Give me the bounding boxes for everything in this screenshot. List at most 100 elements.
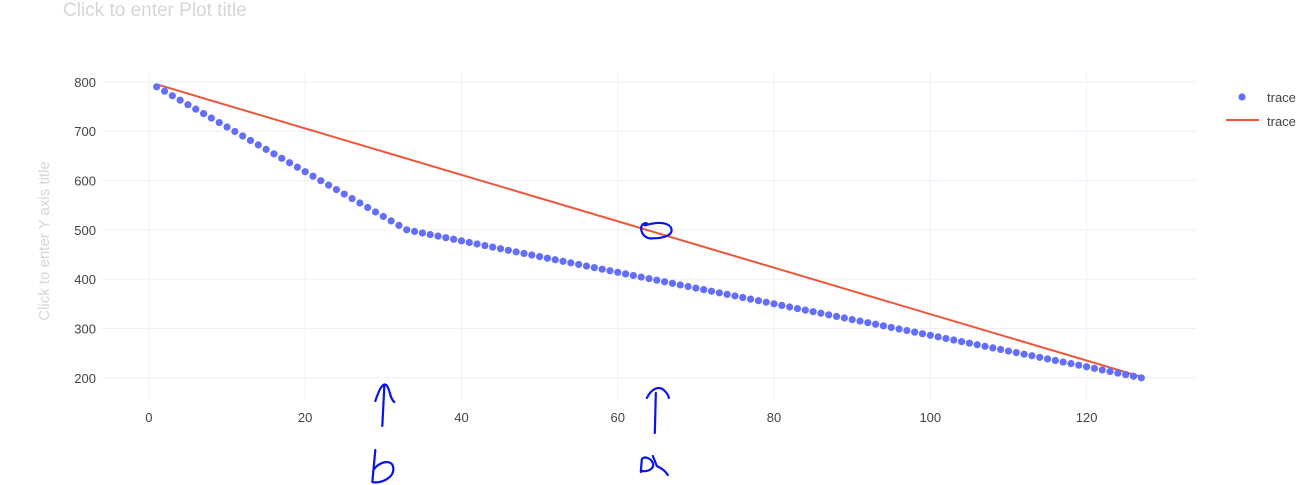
scatter-point bbox=[700, 286, 708, 294]
scatter-point bbox=[1090, 364, 1099, 372]
scatter-point bbox=[934, 333, 942, 341]
scatter-point bbox=[254, 141, 262, 149]
scatter-point bbox=[1137, 374, 1145, 382]
scatter-point bbox=[551, 256, 559, 264]
legend-item-markers[interactable]: trace bbox=[1238, 90, 1296, 105]
scatter-point bbox=[528, 251, 536, 259]
scatter-point bbox=[160, 87, 169, 95]
scatter-point bbox=[1098, 366, 1106, 374]
legend-item-line[interactable]: trace bbox=[1226, 114, 1296, 129]
scatter-point bbox=[1020, 350, 1028, 358]
scatter-point bbox=[364, 203, 372, 212]
scatter-point bbox=[199, 110, 208, 118]
scatter-point bbox=[239, 132, 247, 140]
scatter-point bbox=[270, 150, 278, 158]
scatter-point bbox=[309, 172, 317, 180]
scatter-point bbox=[918, 330, 927, 338]
scatter-point bbox=[1028, 352, 1036, 360]
scatter-point bbox=[1122, 371, 1130, 379]
scatter-point bbox=[981, 342, 989, 350]
annotation-letter-b bbox=[371, 448, 395, 484]
scatter-point bbox=[340, 190, 348, 198]
y-tick-label: 700 bbox=[74, 124, 96, 139]
scatter-point bbox=[942, 334, 950, 343]
scatter-point bbox=[473, 240, 481, 248]
annotation-arrow-b bbox=[374, 383, 396, 428]
scatter-point bbox=[895, 325, 903, 333]
scatter-point bbox=[629, 271, 637, 280]
scatter-point bbox=[879, 322, 888, 330]
legend: trace trace bbox=[1226, 90, 1296, 129]
scatter-point bbox=[371, 208, 380, 216]
line-series bbox=[156, 83, 1142, 378]
scatter-point bbox=[723, 290, 731, 298]
scatter-point bbox=[176, 96, 184, 104]
scatter-point bbox=[481, 241, 489, 250]
plot-title[interactable]: Click to enter Plot title bbox=[63, 0, 247, 21]
scatter-point bbox=[536, 252, 544, 261]
scatter-point bbox=[590, 264, 598, 272]
scatter-point bbox=[356, 199, 364, 207]
scatter-point bbox=[1012, 349, 1020, 357]
scatter-point bbox=[950, 336, 958, 344]
x-tick-label: 60 bbox=[611, 410, 625, 425]
scatter-point bbox=[965, 339, 973, 347]
scatter-point bbox=[911, 328, 919, 336]
scatter-point bbox=[223, 123, 231, 131]
scatter-point bbox=[426, 230, 434, 239]
scatter-point bbox=[1106, 367, 1114, 376]
scatter-point bbox=[246, 136, 255, 145]
scatter-point bbox=[1004, 347, 1013, 355]
scatter-point bbox=[739, 293, 747, 302]
scatter-point bbox=[387, 217, 395, 225]
scatter-point bbox=[332, 186, 341, 194]
scatter-point bbox=[434, 232, 442, 240]
scatter-point bbox=[621, 270, 630, 278]
scatter-point bbox=[778, 301, 786, 309]
scatter-point bbox=[817, 309, 825, 317]
scatter-point bbox=[848, 315, 856, 324]
scatter-point bbox=[676, 281, 684, 289]
y-axis-title[interactable]: Click to enter Y axis title bbox=[36, 161, 53, 321]
scatter-point bbox=[1043, 355, 1052, 363]
scatter-point bbox=[957, 337, 966, 346]
scatter-point bbox=[575, 260, 583, 269]
scatter-point bbox=[207, 114, 215, 122]
scatter-point bbox=[707, 287, 716, 295]
scatter-point bbox=[856, 317, 864, 325]
scatter-point bbox=[567, 259, 575, 267]
scatter-point bbox=[395, 221, 403, 229]
y-tick-label: 500 bbox=[74, 223, 96, 238]
scatter-point bbox=[504, 246, 512, 254]
scatter-point bbox=[661, 278, 669, 286]
scatter-point bbox=[864, 319, 872, 327]
scatter-point bbox=[809, 308, 817, 316]
annotation-arrow-a bbox=[645, 387, 670, 435]
annotation-circle bbox=[640, 221, 673, 240]
scatter-point bbox=[887, 323, 895, 332]
scatter-point bbox=[840, 314, 848, 322]
legend-label-markers: trace bbox=[1267, 90, 1296, 105]
scatter-point bbox=[973, 341, 981, 349]
scatter-point bbox=[1067, 360, 1075, 368]
scatter-point bbox=[1075, 361, 1083, 369]
trace-line bbox=[156, 83, 1142, 378]
scatter-point bbox=[1083, 363, 1091, 371]
scatter-point bbox=[903, 326, 911, 335]
scatter-point bbox=[653, 276, 661, 284]
scatter-point bbox=[184, 101, 192, 109]
scatter-point bbox=[301, 168, 309, 176]
scatter-point bbox=[418, 229, 426, 237]
scatter-point bbox=[1036, 353, 1044, 361]
x-axis-ticks: 0 20 40 60 80 100 120 bbox=[145, 410, 1097, 425]
scatter-point bbox=[1129, 372, 1138, 380]
scatter-point bbox=[786, 303, 794, 311]
scatter-point bbox=[645, 275, 653, 283]
scatter-point bbox=[285, 159, 294, 167]
scatter-point bbox=[801, 306, 809, 314]
scatter-point bbox=[684, 282, 692, 291]
scatter-point bbox=[450, 235, 458, 243]
y-tick-label: 400 bbox=[74, 272, 96, 287]
scatter-point bbox=[715, 289, 723, 297]
